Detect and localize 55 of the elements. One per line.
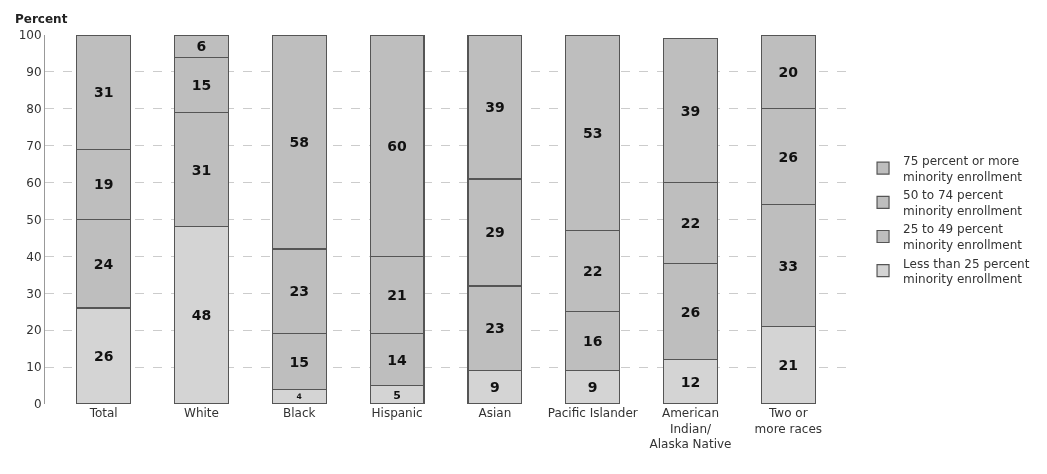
data-label: 23 (289, 283, 310, 300)
data-label: 21 (387, 287, 407, 304)
data-label: 26 (778, 148, 799, 165)
data-label: 20 (778, 63, 799, 80)
y-tick-label: 0 (33, 397, 42, 412)
data-label: 9 (490, 379, 500, 396)
y-tick-label: 70 (26, 138, 42, 153)
data-label: 26 (680, 303, 701, 320)
data-label: 21 (778, 357, 799, 374)
x-tick-label: Total (88, 406, 118, 420)
data-label: 22 (680, 215, 701, 232)
x-tick-label: Black (283, 406, 316, 420)
data-label: 19 (93, 176, 114, 193)
data-label: 24 (93, 255, 114, 272)
legend-label: 75 percent or more minority enrollment (903, 153, 1023, 184)
legend-label: 50 to 74 percent minority enrollment (903, 188, 1023, 218)
legend-label: 25 to 49 percent minority enrollment (903, 222, 1023, 252)
data-label: 15 (191, 76, 212, 93)
x-tick-label: White (184, 406, 219, 420)
y-tick-label: 10 (26, 360, 42, 375)
data-label: 14 (387, 351, 407, 368)
data-label: 9 (587, 379, 598, 396)
y-axis-title: Percent (15, 12, 68, 26)
y-tick-label: 50 (26, 212, 42, 227)
data-label: 15 (289, 353, 310, 370)
y-tick-label: 100 (18, 28, 42, 43)
y-tick-label: 90 (26, 65, 42, 80)
x-tick-label: Hispanic (371, 406, 423, 420)
data-label: 29 (485, 224, 505, 241)
data-label: 31 (191, 161, 212, 178)
y-tick-label: 30 (26, 286, 42, 301)
legend-label: Less than 25 percent minority enrollment (903, 256, 1030, 287)
x-tick-label: Two or more races (754, 406, 823, 436)
data-label: 48 (191, 307, 212, 324)
y-tick-label: 80 (26, 102, 42, 116)
y-tick-label: 60 (26, 175, 42, 190)
data-label: 53 (582, 124, 603, 141)
data-label: 60 (387, 137, 407, 154)
x-tick-label: American Indian/ Alaska Native (649, 406, 732, 452)
x-tick-label: Asian (478, 406, 512, 420)
y-tick-label: 40 (26, 249, 42, 264)
data-label: 39 (680, 102, 701, 119)
data-label: 16 (582, 333, 603, 350)
x-tick-label: Pacific Islander (547, 406, 638, 420)
data-label: 33 (778, 257, 799, 274)
data-label: 23 (485, 320, 505, 337)
data-label: 31 (93, 84, 114, 101)
data-label: 39 (485, 98, 505, 115)
data-label: 58 (289, 134, 310, 151)
data-label: 22 (582, 263, 603, 280)
data-label: 12 (680, 373, 701, 390)
data-label: 6 (196, 38, 207, 55)
data-label: 5 (393, 388, 401, 402)
data-label: 26 (93, 348, 114, 365)
y-tick-label: 20 (26, 323, 42, 338)
